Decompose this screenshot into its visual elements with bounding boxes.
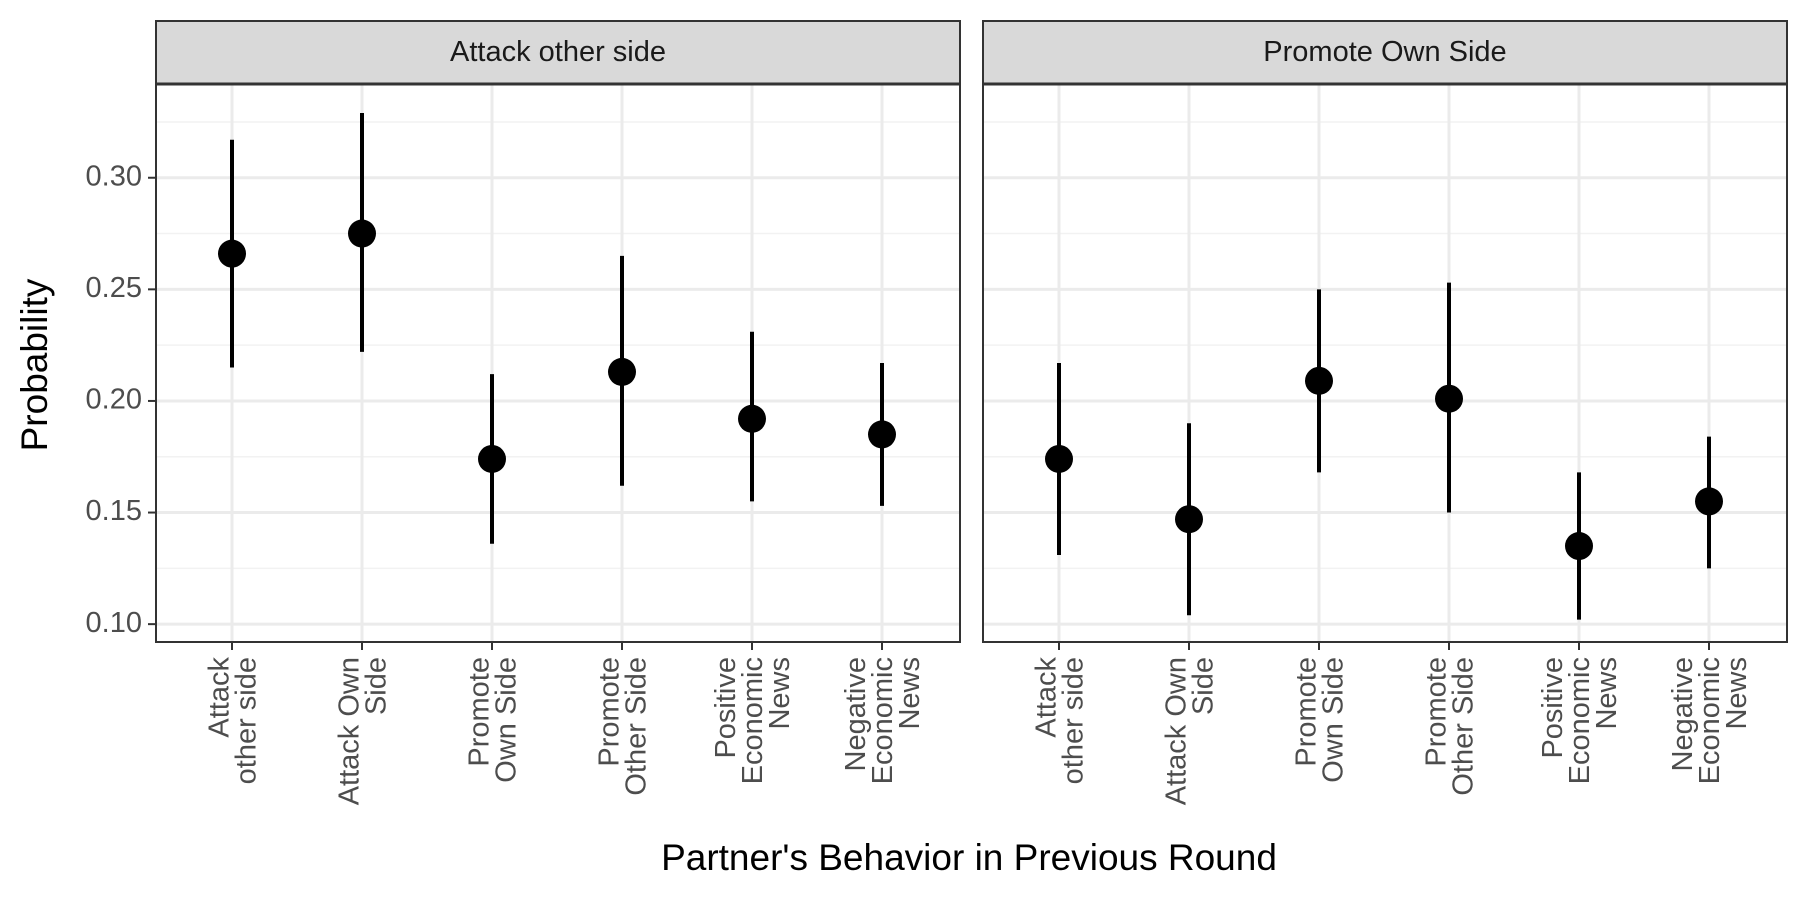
point-estimate	[1175, 505, 1203, 534]
facet-title: Promote Own Side	[1263, 36, 1506, 68]
x-tick-label: NegativeEconomicNews	[840, 657, 926, 784]
point-estimate	[738, 404, 766, 433]
point-estimate	[608, 357, 636, 386]
x-tick-label: PositiveEconomicNews	[1537, 657, 1623, 784]
x-tick-label-line: Promote	[464, 657, 496, 767]
x-tick-label-line: Negative	[840, 657, 872, 771]
x-axis-title: Partner's Behavior in Previous Round	[661, 837, 1277, 878]
x-tick-label-line: Other Side	[621, 657, 653, 796]
point-estimate	[348, 219, 376, 248]
x-tick-label: Attack OwnSide	[334, 657, 393, 805]
point-estimate	[868, 420, 896, 449]
point-estimate	[218, 239, 246, 268]
y-tick-label: 0.15	[86, 495, 142, 527]
point-estimate	[1045, 444, 1073, 473]
point-estimate	[1565, 532, 1593, 561]
point-estimate	[1695, 487, 1723, 516]
x-tick-label-line: Economic	[867, 657, 899, 784]
y-tick-label: 0.25	[86, 272, 142, 304]
x-tick-label-line: Own Side	[1318, 657, 1350, 783]
x-tick-label-line: other side	[1058, 657, 1090, 784]
y-tick-label: 0.10	[86, 607, 142, 639]
x-tick-label-line: Attack	[1031, 657, 1063, 738]
x-tick-label-line: Other Side	[1448, 657, 1480, 796]
x-tick-label-line: News	[894, 657, 926, 730]
x-tick-label: PromoteOwn Side	[1291, 657, 1350, 783]
x-tick-label: PromoteOther Side	[594, 657, 653, 796]
x-tick-label: Attack OwnSide	[1161, 657, 1220, 805]
x-tick-label-line: Own Side	[491, 657, 523, 783]
panel-background	[983, 84, 1787, 642]
x-tick-label-line: News	[764, 657, 796, 730]
x-tick-label-line: Promote	[1291, 657, 1323, 767]
x-tick-label-line: Attack	[204, 657, 236, 738]
x-tick-label-line: Side	[1188, 657, 1220, 715]
x-tick-label-line: News	[1591, 657, 1623, 730]
x-tick-label-line: Positive	[710, 657, 742, 759]
x-tick-label-line: Attack Own	[1161, 657, 1193, 805]
x-tick-label-line: Side	[361, 657, 393, 715]
y-tick-label: 0.20	[86, 384, 142, 416]
x-tick-label: PromoteOwn Side	[464, 657, 523, 783]
panel-background	[156, 84, 960, 642]
point-estimate	[478, 444, 506, 473]
facet-strip	[982, 20, 1788, 85]
x-tick-label: Attackother side	[1031, 657, 1090, 785]
x-tick-label: NegativeEconomicNews	[1667, 657, 1753, 784]
point-estimate	[1305, 366, 1333, 395]
point-estimate	[1435, 384, 1463, 413]
x-tick-label: PositiveEconomicNews	[710, 657, 796, 784]
x-tick-label-line: Attack Own	[334, 657, 366, 805]
x-tick-label-line: other side	[231, 657, 263, 784]
x-tick-label-line: Economic	[737, 657, 769, 784]
x-tick-label-line: Promote	[594, 657, 626, 767]
y-tick-label: 0.30	[86, 160, 142, 192]
x-tick-label-line: Promote	[1421, 657, 1453, 767]
x-tick-label-line: News	[1721, 657, 1753, 730]
x-tick-label: PromoteOther Side	[1421, 657, 1480, 796]
x-tick-label-line: Positive	[1537, 657, 1569, 759]
x-tick-label-line: Economic	[1694, 657, 1726, 784]
x-tick-label-line: Economic	[1564, 657, 1596, 784]
y-axis-title: Probability	[14, 278, 55, 451]
x-tick-label-line: Negative	[1667, 657, 1699, 771]
facet-strip	[155, 20, 961, 85]
facet-title: Attack other side	[450, 36, 666, 68]
x-tick-label: Attackother side	[204, 657, 263, 785]
